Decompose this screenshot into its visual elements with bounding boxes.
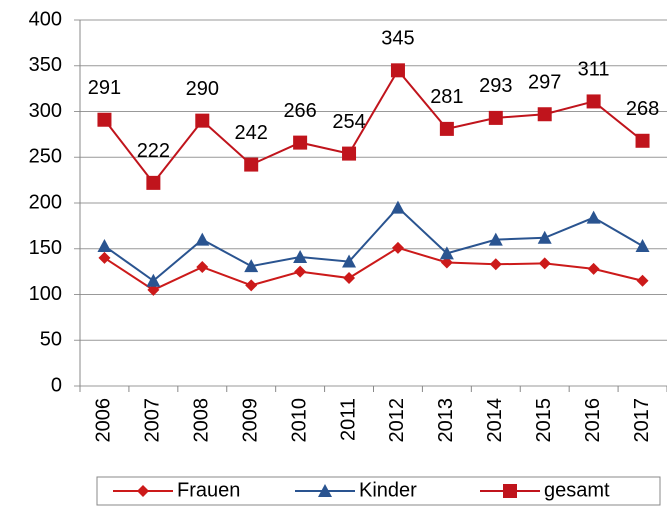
legend-label: Frauen bbox=[177, 479, 240, 501]
marker bbox=[391, 241, 404, 254]
marker bbox=[244, 259, 259, 273]
marker bbox=[147, 283, 160, 296]
legend-label: Kinder bbox=[359, 479, 417, 501]
x-tick-label: 2008 bbox=[191, 398, 213, 443]
marker bbox=[503, 484, 517, 498]
x-tick-label: 2009 bbox=[239, 398, 261, 443]
marker bbox=[537, 107, 552, 122]
data-label: 242 bbox=[235, 122, 268, 144]
series-line bbox=[103, 68, 644, 185]
marker bbox=[343, 272, 356, 285]
marker bbox=[318, 484, 332, 497]
data-label: 254 bbox=[332, 111, 365, 133]
series-line bbox=[103, 246, 643, 292]
marker bbox=[587, 262, 600, 275]
marker bbox=[636, 274, 649, 287]
marker bbox=[342, 146, 357, 161]
series-line bbox=[103, 206, 644, 283]
x-tick-label: 2016 bbox=[582, 398, 604, 443]
marker bbox=[146, 273, 161, 287]
x-tick-label: 2006 bbox=[93, 398, 115, 443]
marker bbox=[97, 112, 112, 127]
marker bbox=[245, 279, 258, 292]
marker bbox=[537, 230, 552, 244]
marker bbox=[195, 113, 210, 128]
y-tick-label: 200 bbox=[29, 191, 62, 213]
marker bbox=[293, 135, 308, 150]
data-label: 281 bbox=[430, 86, 463, 108]
x-tick-label: 2015 bbox=[533, 398, 555, 443]
data-label: 222 bbox=[137, 140, 170, 162]
y-tick-label: 250 bbox=[29, 146, 62, 168]
marker bbox=[440, 256, 453, 269]
x-tick-label: 2010 bbox=[288, 398, 310, 443]
marker bbox=[196, 261, 209, 274]
y-tick-label: 300 bbox=[29, 100, 62, 122]
x-tick-label: 2013 bbox=[435, 398, 457, 443]
data-label: 311 bbox=[578, 59, 610, 81]
marker bbox=[97, 239, 112, 253]
marker bbox=[439, 121, 454, 136]
y-tick-label: 0 bbox=[51, 374, 62, 396]
data-label: 290 bbox=[186, 78, 219, 100]
x-tick-label: 2012 bbox=[386, 398, 408, 443]
marker bbox=[489, 258, 502, 271]
marker bbox=[98, 251, 111, 264]
y-tick-label: 150 bbox=[29, 237, 62, 259]
marker bbox=[390, 63, 405, 78]
data-label: 291 bbox=[88, 77, 121, 99]
x-tick-label: 2007 bbox=[142, 398, 164, 443]
y-tick-label: 50 bbox=[40, 329, 62, 351]
y-tick-label: 400 bbox=[29, 8, 62, 30]
marker bbox=[635, 239, 650, 253]
marker bbox=[293, 249, 308, 263]
marker bbox=[439, 246, 454, 260]
marker bbox=[137, 485, 149, 497]
marker bbox=[244, 157, 259, 172]
data-label: 266 bbox=[283, 100, 316, 122]
marker bbox=[635, 133, 650, 148]
x-tick-label: 2014 bbox=[484, 398, 506, 443]
marker bbox=[146, 175, 161, 190]
y-tick-label: 350 bbox=[29, 54, 62, 76]
legend-box bbox=[96, 476, 661, 506]
marker bbox=[195, 232, 210, 246]
data-label: 293 bbox=[479, 75, 512, 97]
data-label: 297 bbox=[528, 72, 561, 94]
marker bbox=[342, 254, 357, 268]
marker bbox=[390, 200, 405, 214]
data-label: 345 bbox=[381, 28, 414, 50]
marker bbox=[586, 210, 601, 224]
x-tick-label: 2011 bbox=[337, 398, 359, 441]
legend-label: gesamt bbox=[544, 479, 610, 501]
marker bbox=[488, 232, 503, 246]
marker bbox=[488, 110, 503, 125]
x-tick-label: 2017 bbox=[631, 398, 653, 443]
data-label: 268 bbox=[626, 98, 659, 120]
marker bbox=[586, 94, 601, 109]
marker bbox=[294, 265, 307, 278]
y-tick-label: 100 bbox=[29, 283, 62, 305]
marker bbox=[538, 257, 551, 270]
